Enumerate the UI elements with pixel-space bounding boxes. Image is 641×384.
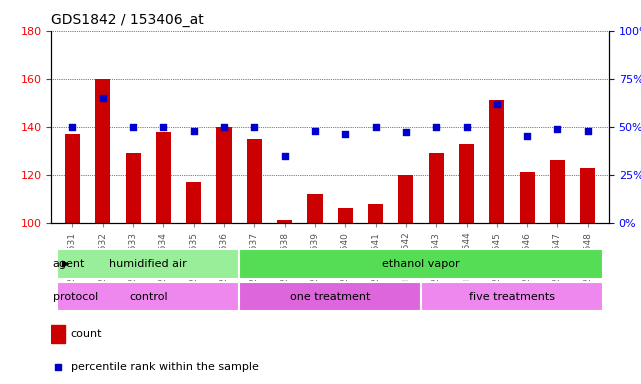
Bar [398,175,413,223]
Point [340,131,351,137]
Text: agent: agent [53,259,85,269]
Bar [186,182,201,223]
Point [158,124,169,130]
Point [219,124,229,130]
Text: humidified air: humidified air [110,259,187,269]
Text: count: count [71,329,103,339]
Point [97,95,108,101]
Bar [126,153,140,223]
Point [310,127,320,134]
FancyBboxPatch shape [57,282,239,311]
Point [492,101,502,107]
Bar [520,172,535,223]
Bar [247,139,262,223]
Text: GDS1842 / 153406_at: GDS1842 / 153406_at [51,13,204,27]
Bar [338,208,353,223]
Text: five treatments: five treatments [469,291,555,302]
Bar [459,144,474,223]
Point [53,364,63,370]
Point [128,124,138,130]
Point [67,124,78,130]
Text: percentile rank within the sample: percentile rank within the sample [71,362,259,372]
Bar [489,100,504,223]
FancyBboxPatch shape [239,249,603,279]
Text: control: control [129,291,167,302]
Point [249,124,260,130]
Bar [308,194,322,223]
Bar [51,325,65,343]
Bar [96,79,110,223]
Bar [368,204,383,223]
Point [522,133,532,139]
Text: protocol: protocol [53,291,98,302]
Point [431,124,441,130]
Bar [217,127,231,223]
Point [553,126,563,132]
Bar [550,161,565,223]
Bar [429,153,444,223]
Bar [277,220,292,223]
FancyBboxPatch shape [57,249,239,279]
Bar [580,167,595,223]
Point [401,129,411,136]
Point [279,152,290,159]
FancyBboxPatch shape [421,282,603,311]
Point [370,124,381,130]
FancyBboxPatch shape [239,282,421,311]
Bar [156,131,171,223]
Text: ethanol vapor: ethanol vapor [382,259,460,269]
Text: one treatment: one treatment [290,291,370,302]
Point [462,124,472,130]
Bar [65,134,80,223]
Point [188,127,199,134]
Point [583,127,593,134]
